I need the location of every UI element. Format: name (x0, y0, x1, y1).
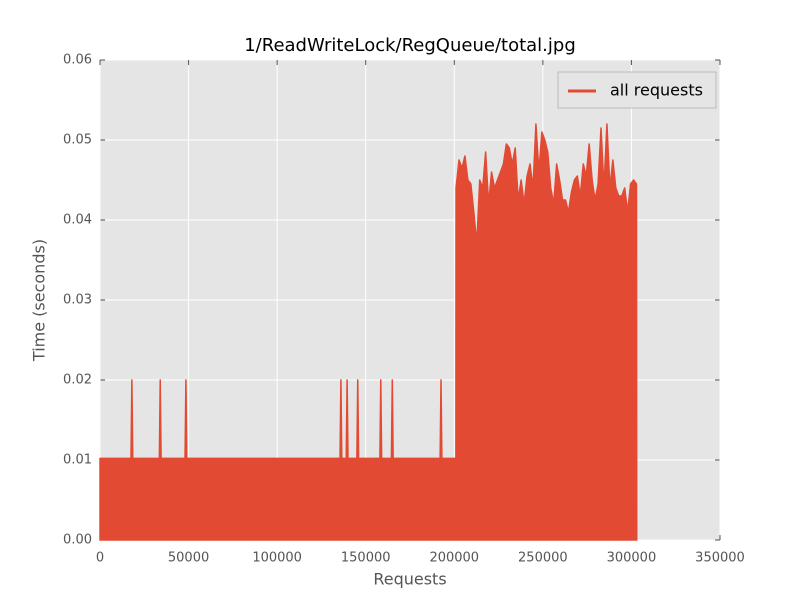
x-axis-label: Requests (373, 570, 446, 589)
x-tick-label: 50000 (168, 551, 209, 566)
x-tick-label: 350000 (695, 551, 745, 566)
y-tick-label: 0.04 (63, 213, 92, 228)
y-tick-label: 0.03 (63, 293, 92, 308)
y-tick-label: 0.02 (63, 373, 92, 388)
x-tick-label: 0 (96, 551, 104, 566)
legend-label: all requests (610, 81, 703, 100)
x-tick-label: 100000 (252, 551, 302, 566)
x-tick-label: 200000 (429, 551, 479, 566)
y-tick-label: 0.00 (63, 533, 92, 548)
x-tick-label: 300000 (607, 551, 657, 566)
y-tick-label: 0.06 (63, 53, 92, 68)
y-tick-label: 0.05 (63, 133, 92, 148)
chart-title: 1/ReadWriteLock/RegQueue/total.jpg (244, 35, 576, 56)
series-area (99, 123, 638, 541)
y-tick-label: 0.01 (63, 453, 92, 468)
y-axis-label: Time (seconds) (30, 239, 49, 362)
x-tick-label: 150000 (341, 551, 391, 566)
x-tick-label: 250000 (518, 551, 568, 566)
